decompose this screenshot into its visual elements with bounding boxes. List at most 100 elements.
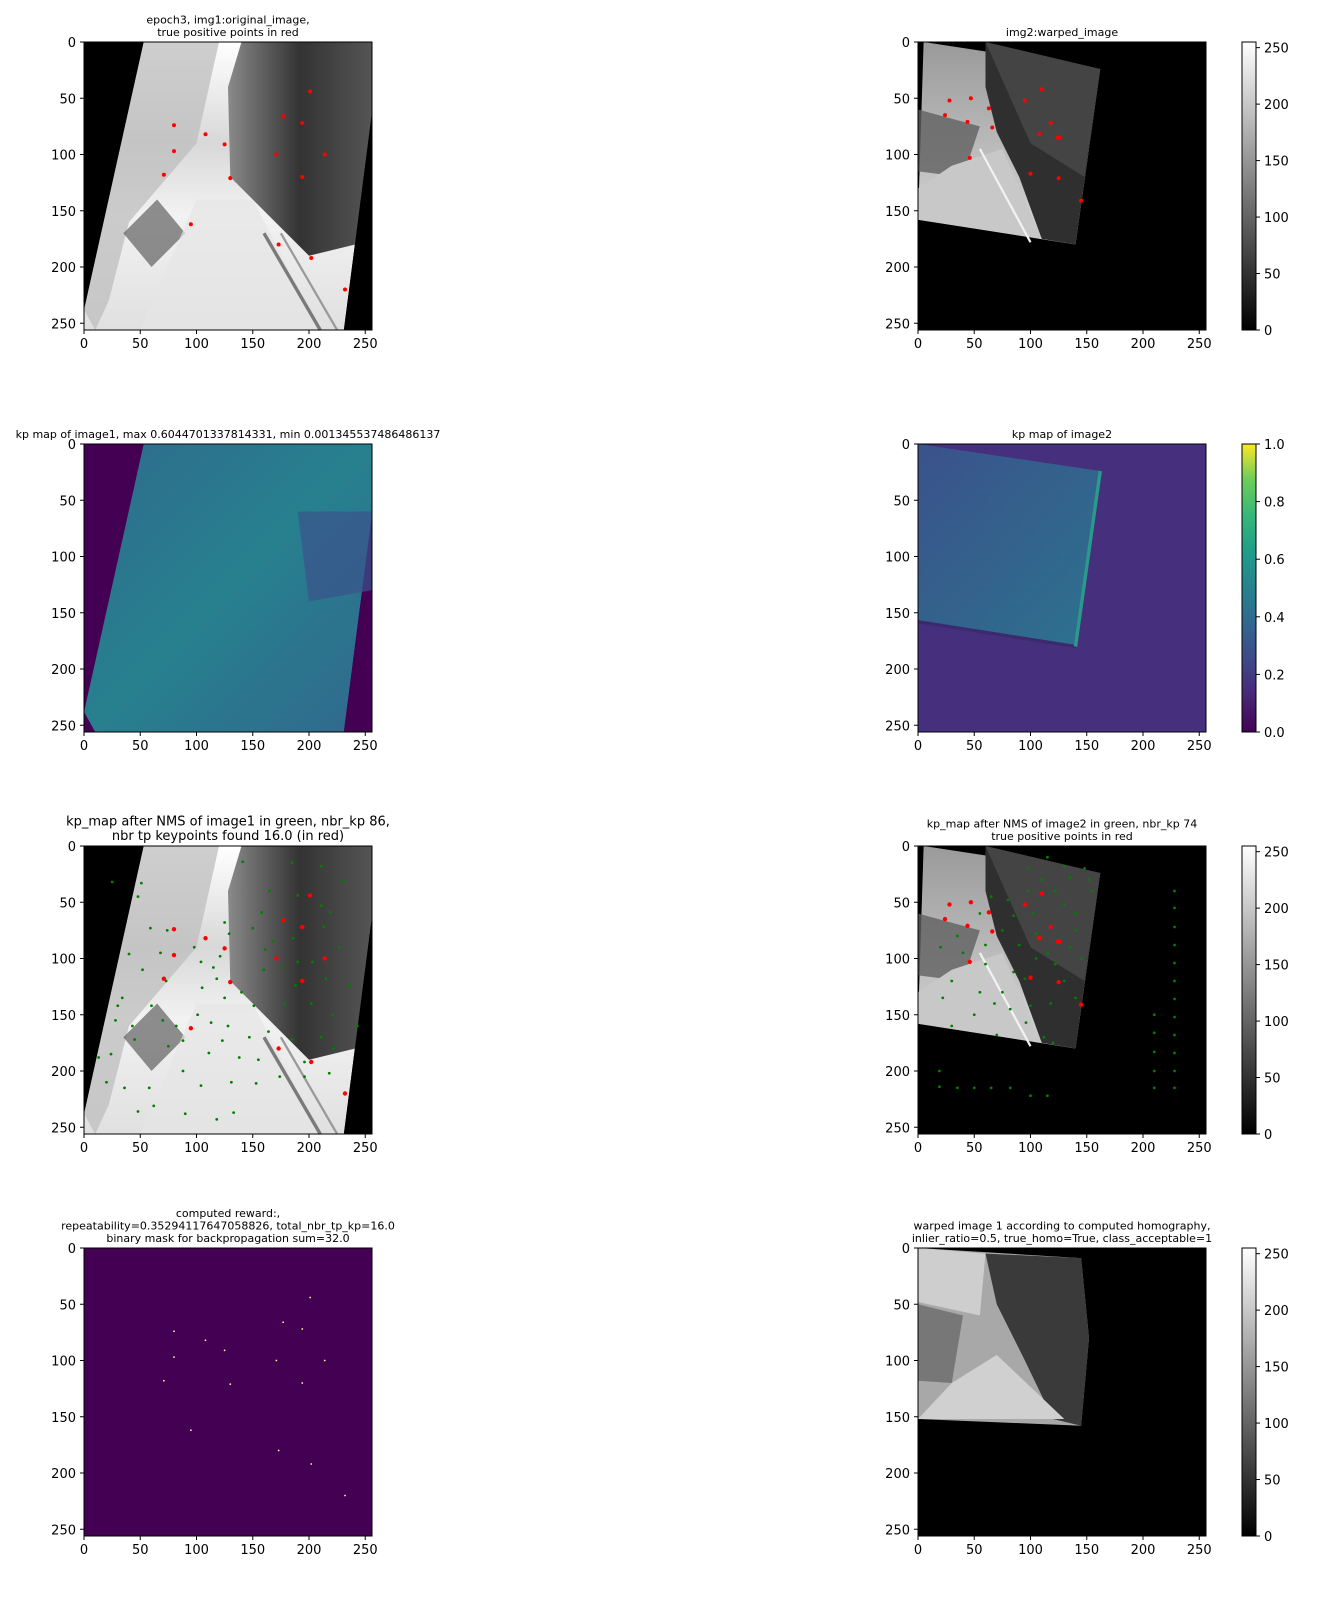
true-positive-point bbox=[947, 902, 952, 907]
nms-keypoint bbox=[303, 1075, 306, 1079]
x-tick-label: 100 bbox=[184, 1141, 209, 1156]
true-positive-point bbox=[967, 959, 972, 965]
x-tick-label: 100 bbox=[184, 1543, 209, 1558]
colorbar-tick-label: 0 bbox=[1264, 1530, 1272, 1545]
nms-keypoint bbox=[227, 932, 231, 936]
true-positive-point bbox=[986, 910, 992, 915]
nms-keypoint bbox=[1152, 1013, 1156, 1017]
nms-keypoint bbox=[207, 1051, 211, 1055]
axes-frame bbox=[917, 845, 1207, 1135]
nms-keypoint bbox=[355, 1024, 359, 1028]
nms-keypoint bbox=[296, 960, 300, 964]
axes-frame bbox=[83, 845, 373, 1135]
nms-keypoint bbox=[280, 966, 284, 969]
panel-title-line: kp map of image2 bbox=[1012, 428, 1112, 441]
y-tick-label: 0 bbox=[68, 1242, 76, 1257]
nms-keypoint bbox=[181, 1069, 185, 1073]
true-positive-point bbox=[1039, 891, 1044, 896]
nms-keypoint bbox=[251, 926, 255, 930]
y-tick-label: 250 bbox=[885, 317, 910, 332]
binary-mask bbox=[84, 1248, 372, 1536]
y-tick-label: 200 bbox=[885, 663, 910, 678]
nms-keypoint bbox=[254, 1081, 258, 1085]
nms-keypoint bbox=[1023, 977, 1027, 981]
nms-keypoint bbox=[291, 936, 295, 940]
kp-map-edge bbox=[1073, 470, 1102, 647]
true-positive-point bbox=[188, 1026, 194, 1031]
true-positive-point bbox=[322, 956, 327, 961]
mask-background bbox=[84, 1248, 372, 1536]
true-positive-point bbox=[274, 956, 279, 961]
x-tick-label: 150 bbox=[1074, 1141, 1099, 1156]
nms-keypoint bbox=[166, 1044, 170, 1048]
nms-keypoint bbox=[1173, 1086, 1176, 1090]
x-tick-label: 250 bbox=[1187, 739, 1212, 754]
mask-point bbox=[277, 1449, 280, 1452]
nms-keypoint bbox=[215, 977, 219, 981]
nms-keypoint bbox=[303, 1060, 306, 1064]
x-tick-label: 100 bbox=[184, 337, 209, 352]
nms-keypoint bbox=[1152, 1031, 1156, 1035]
y-tick-label: 50 bbox=[893, 494, 910, 509]
true-positive-point bbox=[188, 222, 193, 227]
x-tick-label: 150 bbox=[1074, 337, 1099, 352]
x-tick-label: 0 bbox=[80, 739, 88, 754]
nms-keypoint bbox=[332, 1047, 336, 1050]
colorbar-tick-label: 250 bbox=[1264, 846, 1289, 861]
y-tick-label: 200 bbox=[885, 1065, 910, 1080]
nms-keypoint bbox=[110, 880, 114, 884]
nms-keypoint bbox=[941, 996, 945, 1000]
true-positive-point bbox=[300, 175, 305, 179]
colorbar-tick-label: 200 bbox=[1264, 902, 1289, 917]
nms-keypoint bbox=[1053, 889, 1057, 893]
panel-title-line: warped image 1 according to computed hom… bbox=[913, 1220, 1210, 1233]
nms-keypoint bbox=[223, 921, 227, 924]
nms-keypoint bbox=[1062, 864, 1066, 868]
x-tick-label: 100 bbox=[1018, 1141, 1043, 1156]
true-positive-point bbox=[1056, 979, 1061, 985]
y-tick-label: 0 bbox=[902, 1242, 910, 1257]
x-tick-label: 100 bbox=[184, 739, 209, 754]
panel-nms-image2: 0 0 50 50 100 100 150 150 200 200 250 250 kp_map aft… bbox=[885, 818, 1289, 1157]
true-positive-point bbox=[276, 1046, 281, 1051]
true-positive-point bbox=[1056, 176, 1061, 181]
warped-image bbox=[916, 40, 1208, 332]
x-tick-label: 250 bbox=[353, 739, 378, 754]
nms-keypoint bbox=[1074, 996, 1077, 1000]
nms-image2 bbox=[916, 844, 1208, 1136]
nms-keypoint bbox=[127, 952, 131, 956]
nms-keypoint bbox=[331, 1013, 335, 1017]
nms-keypoint bbox=[984, 943, 987, 947]
nms-keypoint bbox=[1062, 903, 1066, 906]
nms-keypoint bbox=[989, 895, 993, 899]
nms-keypoint bbox=[961, 951, 965, 955]
x-tick-label: 0 bbox=[914, 1141, 922, 1156]
nms-keypoint bbox=[1173, 1051, 1176, 1055]
nms-keypoint bbox=[1045, 951, 1049, 955]
x-tick-label: 150 bbox=[240, 337, 265, 352]
nms-keypoint bbox=[322, 925, 326, 929]
true-positive-point bbox=[1078, 1002, 1084, 1007]
mask-point bbox=[282, 1321, 285, 1324]
y-tick-label: 250 bbox=[51, 1523, 76, 1538]
x-tick-label: 50 bbox=[966, 1543, 983, 1558]
nms-keypoint bbox=[310, 960, 314, 964]
nms-image1-content bbox=[82, 844, 374, 1136]
axes-frame bbox=[83, 41, 373, 331]
kp-map-image2 bbox=[917, 444, 1206, 732]
colorbar-tick-label: 0.2 bbox=[1264, 668, 1285, 683]
true-positive-point bbox=[947, 98, 952, 103]
y-tick-label: 250 bbox=[51, 317, 76, 332]
panel-title-line: epoch3, img1:original_image, bbox=[146, 14, 309, 27]
x-tick-label: 200 bbox=[1131, 1141, 1156, 1156]
nms-keypoint bbox=[1152, 1086, 1156, 1090]
true-positive-point bbox=[172, 149, 176, 154]
y-tick-label: 100 bbox=[51, 149, 76, 164]
nms-keypoint bbox=[229, 1080, 233, 1084]
nms-keypoint bbox=[978, 990, 982, 994]
true-positive-point bbox=[1048, 121, 1053, 125]
mask-point bbox=[301, 1382, 304, 1384]
nms-keypoint bbox=[1173, 906, 1176, 910]
true-positive-point bbox=[967, 155, 972, 160]
nms-keypoint bbox=[1026, 889, 1030, 893]
